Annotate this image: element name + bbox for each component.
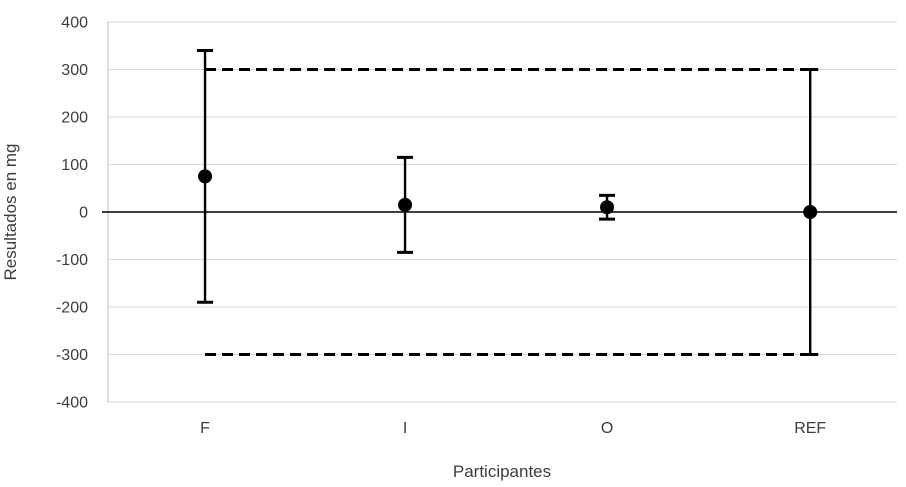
y-tick-label: -300 <box>56 347 88 364</box>
y-tick-label: -400 <box>56 395 88 412</box>
data-point-marker <box>803 205 818 219</box>
x-axis-title: Participantes <box>453 462 551 481</box>
data-point-marker <box>600 200 615 215</box>
x-category-label: REF <box>794 420 826 437</box>
x-category-label: I <box>403 420 407 437</box>
data-point-markers <box>198 169 818 219</box>
y-tick-label: -100 <box>56 252 88 269</box>
y-tick-label: 100 <box>61 157 88 174</box>
y-tick-label: -200 <box>56 300 88 317</box>
error-bars <box>197 49 819 356</box>
y-tick-label: 400 <box>61 15 88 32</box>
data-point-marker <box>398 197 413 212</box>
x-category-label: F <box>200 420 210 437</box>
x-category-label: O <box>601 420 613 437</box>
y-tick-label: 0 <box>79 205 88 222</box>
data-point-marker <box>198 169 213 184</box>
y-tick-label: 300 <box>61 62 88 79</box>
y-axis-title: Resultados en mg <box>1 143 20 280</box>
x-category-labels: F I O REF <box>200 420 826 437</box>
y-tick-labels: 400 300 200 100 0 -100 -200 -300 -400 <box>56 15 88 412</box>
y-tick-label: 200 <box>61 110 88 127</box>
